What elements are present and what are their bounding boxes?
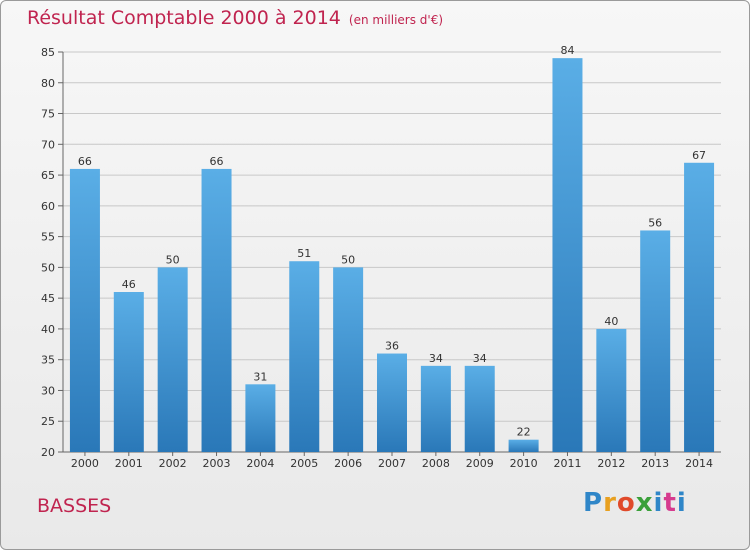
value-label-2006: 50 [341,253,355,266]
x-tick-label-2003: 2003 [203,457,231,470]
value-label-2000: 66 [78,155,92,168]
commune-name: BASSES [37,495,112,517]
y-tick-label: 35 [41,354,55,367]
value-label-2010: 22 [517,426,531,439]
bar-2013 [640,230,671,452]
x-tick-label-2000: 2000 [71,457,99,470]
y-tick-label: 25 [41,415,55,428]
y-tick-label: 20 [41,446,55,459]
bar-2008 [420,365,451,452]
x-tick-label-2009: 2009 [466,457,494,470]
y-tick-label: 75 [41,108,55,121]
y-axis-ticks: 20 25 30 35 40 45 50 55 60 65 70 75 80 85 [41,46,55,459]
bar-2004 [245,384,276,452]
bar-2007 [377,353,407,452]
y-tick-label: 45 [41,292,55,305]
value-label-2011: 84 [560,44,574,57]
value-label-2002: 50 [166,253,180,266]
bar-2000 [69,168,100,452]
y-tick-label: 65 [41,169,55,182]
x-tick-label-2010: 2010 [510,457,538,470]
y-tick-label: 50 [41,261,55,274]
x-tick-label-2011: 2011 [553,457,581,470]
y-tick-label: 55 [41,231,55,244]
x-axis-ticks: 2000 2001 2002 2003 2004 2005 2006 2007 2008 2009… [71,452,713,470]
x-tick-label-2002: 2002 [159,457,187,470]
y-tick-label: 85 [41,46,55,59]
proxiti-logo[interactable]: Proxiti [583,488,687,518]
bar-2002 [157,267,188,452]
value-label-2003: 66 [210,155,224,168]
bar-2012 [596,328,627,452]
y-tick-label: 80 [41,77,55,90]
bar-2009 [464,365,495,452]
x-tick-label-2001: 2001 [115,457,143,470]
bar-2011 [552,58,583,453]
y-tick-label: 60 [41,200,55,213]
x-tick-label-2005: 2005 [290,457,318,470]
value-label-2007: 36 [385,340,399,353]
x-tick-label-2013: 2013 [641,457,669,470]
x-tick-label-2014: 2014 [685,457,713,470]
value-label-2001: 46 [122,278,136,291]
chart-subtitle: (en milliers d'€) [348,13,444,27]
bar-2006 [333,267,364,452]
bar-2005 [289,261,320,452]
x-tick-label-2007: 2007 [378,457,406,470]
value-label-2014: 67 [692,149,706,162]
chart-title: Résultat Comptable 2000 à 2014 (en millie… [27,7,443,29]
bar-2014 [684,162,715,452]
y-tick-label: 30 [41,384,55,397]
value-label-2008: 34 [429,352,443,365]
value-label-2009: 34 [473,352,487,365]
bars [69,58,715,453]
value-label-2004: 31 [253,370,267,383]
chart-title-text: Résultat Comptable 2000 à 2014 [27,7,341,29]
x-tick-label-2012: 2012 [597,457,625,470]
bar-2003 [201,168,232,452]
value-label-2012: 40 [604,315,618,328]
value-labels: 66 46 50 66 31 51 50 36 34 34 22 84 40 56 67 [78,44,706,439]
y-tick-label: 40 [41,323,55,336]
bar-2010 [508,439,539,452]
x-tick-label-2008: 2008 [422,457,450,470]
x-tick-label-2006: 2006 [334,457,362,470]
value-label-2013: 56 [648,216,662,229]
value-label-2005: 51 [297,247,311,260]
bar-2001 [113,292,144,452]
y-tick-label: 70 [41,138,55,151]
x-tick-label-2004: 2004 [246,457,274,470]
